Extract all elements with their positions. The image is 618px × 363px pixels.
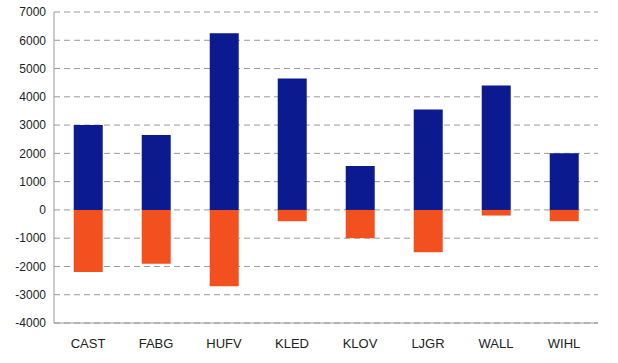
svg-text:5000: 5000	[19, 62, 46, 76]
svg-text:7000: 7000	[19, 5, 46, 19]
svg-text:2000: 2000	[19, 147, 46, 161]
svg-text:-4000: -4000	[15, 316, 46, 330]
svg-text:LJGR: LJGR	[411, 336, 444, 351]
svg-text:-2000: -2000	[15, 260, 46, 274]
svg-text:HUFV: HUFV	[206, 336, 242, 351]
svg-text:FABG: FABG	[139, 336, 174, 351]
svg-text:1000: 1000	[19, 175, 46, 189]
svg-text:4000: 4000	[19, 90, 46, 104]
svg-text:WIHL: WIHL	[548, 336, 581, 351]
svg-text:-3000: -3000	[15, 288, 46, 302]
svg-text:CAST: CAST	[71, 336, 106, 351]
svg-text:WALL: WALL	[479, 336, 514, 351]
svg-text:-1000: -1000	[15, 231, 46, 245]
svg-text:3000: 3000	[19, 118, 46, 132]
svg-text:KLED: KLED	[275, 336, 309, 351]
svg-text:6000: 6000	[19, 34, 46, 48]
svg-text:KLOV: KLOV	[343, 336, 378, 351]
svg-text:0: 0	[39, 203, 46, 217]
